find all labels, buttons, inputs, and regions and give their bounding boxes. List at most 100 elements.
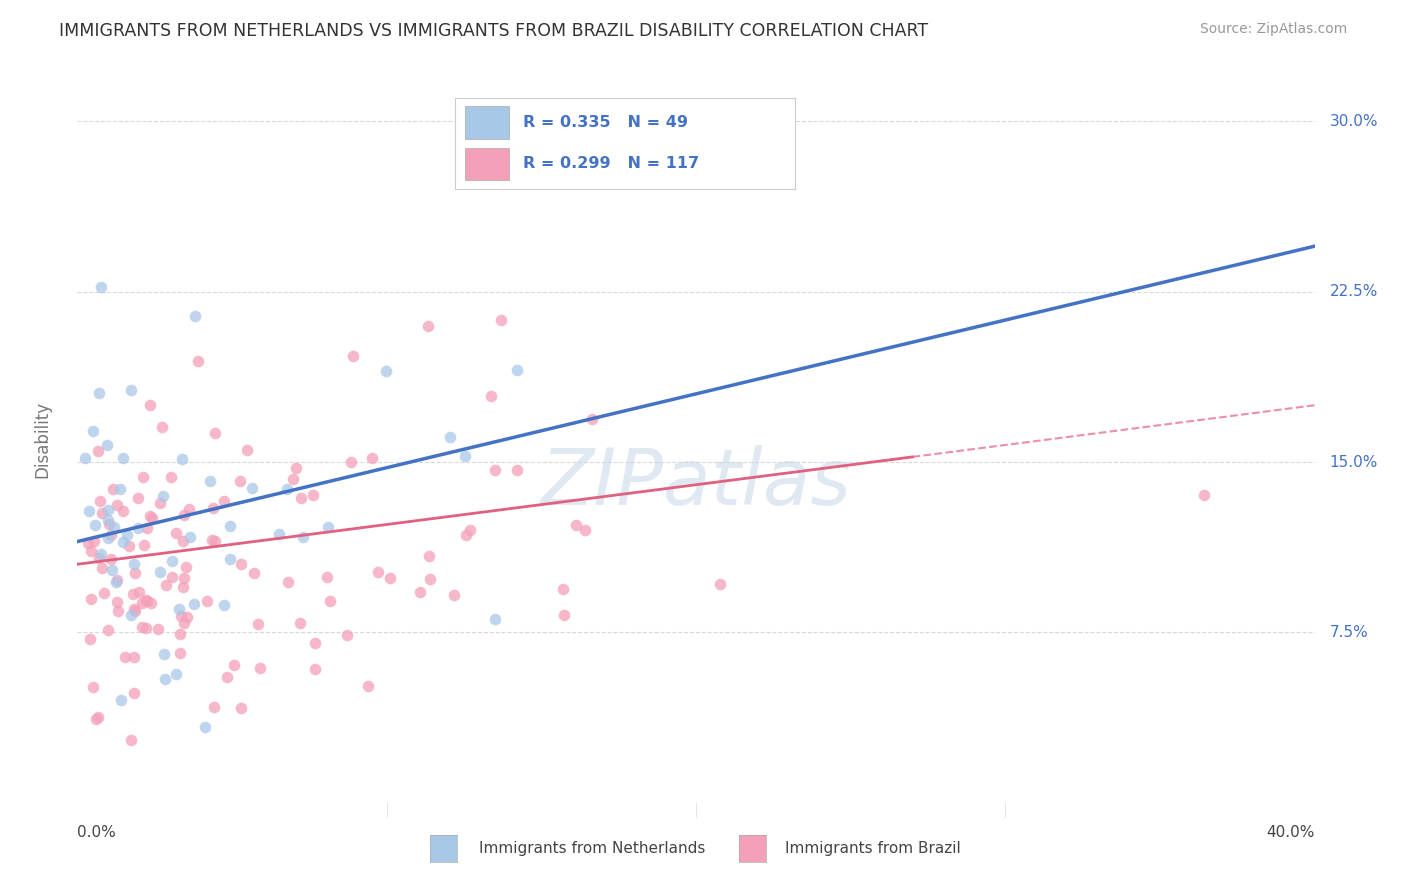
Point — [315, 570, 337, 584]
Point — [176, 609, 198, 624]
Point — [90, 506, 112, 520]
Point — [82, 424, 104, 438]
Point — [316, 520, 339, 534]
Point — [122, 601, 145, 615]
Point — [319, 593, 342, 607]
Text: 7.5%: 7.5% — [1330, 625, 1368, 640]
Point — [131, 596, 153, 610]
Point — [120, 383, 142, 397]
Point — [101, 563, 124, 577]
Point — [173, 616, 195, 631]
Point — [127, 491, 149, 505]
Point — [135, 593, 157, 607]
Text: 15.0%: 15.0% — [1330, 455, 1378, 469]
Point — [454, 449, 477, 463]
Point — [105, 498, 128, 512]
Point — [122, 557, 145, 571]
Point — [136, 521, 159, 535]
Point — [149, 565, 172, 579]
Text: Immigrants from Brazil: Immigrants from Brazil — [785, 841, 960, 856]
Text: 0.0%: 0.0% — [77, 824, 117, 839]
Point — [120, 608, 142, 623]
Point — [183, 598, 205, 612]
Point — [96, 437, 118, 451]
Point — [170, 452, 193, 467]
Point — [86, 710, 108, 724]
Point — [173, 508, 195, 523]
Point — [160, 554, 183, 568]
Text: ZIPatlas: ZIPatlas — [540, 445, 852, 521]
Point — [131, 470, 153, 484]
Point — [141, 511, 163, 525]
Point — [380, 571, 402, 585]
Point — [172, 580, 194, 594]
Point — [285, 461, 308, 475]
Point — [484, 611, 506, 625]
Point — [212, 598, 235, 612]
Point — [120, 732, 142, 747]
Point — [73, 450, 96, 465]
Point — [249, 661, 271, 675]
Point — [198, 474, 221, 488]
Point — [139, 398, 162, 412]
Point — [107, 595, 129, 609]
Point — [456, 528, 478, 542]
Point — [201, 533, 224, 548]
Point — [128, 585, 150, 599]
Point — [229, 557, 252, 571]
Point — [152, 647, 174, 661]
Point — [100, 528, 122, 542]
Point — [367, 565, 389, 579]
Point — [112, 450, 135, 465]
Point — [581, 412, 603, 426]
Point — [84, 713, 107, 727]
Point — [107, 604, 129, 618]
Point — [418, 549, 440, 563]
Point — [159, 470, 181, 484]
Point — [134, 538, 156, 552]
Point — [89, 494, 111, 508]
Point — [336, 628, 359, 642]
Point — [240, 481, 263, 495]
Point — [187, 354, 209, 368]
Point — [281, 472, 304, 486]
Point — [165, 667, 187, 681]
Point — [124, 604, 146, 618]
Point — [87, 385, 110, 400]
Point — [202, 699, 225, 714]
Point — [172, 534, 194, 549]
Point — [506, 363, 529, 377]
Point — [136, 594, 159, 608]
Point — [267, 526, 290, 541]
Text: Source: ZipAtlas.com: Source: ZipAtlas.com — [1199, 22, 1347, 37]
Point — [155, 673, 177, 687]
Point — [173, 571, 195, 585]
Point — [184, 309, 207, 323]
Point — [1192, 488, 1215, 502]
Point — [228, 474, 250, 488]
Point — [79, 632, 101, 646]
Point — [118, 539, 141, 553]
Point — [148, 622, 170, 636]
Point — [84, 517, 107, 532]
Point — [408, 584, 430, 599]
Point — [179, 530, 201, 544]
Point — [105, 573, 128, 587]
Text: Immigrants from Netherlands: Immigrants from Netherlands — [479, 841, 706, 856]
Point — [167, 602, 190, 616]
Text: 40.0%: 40.0% — [1267, 824, 1315, 839]
Point — [276, 482, 298, 496]
Point — [131, 620, 153, 634]
Point — [194, 720, 217, 734]
Point — [288, 616, 311, 631]
Point — [155, 578, 177, 592]
Point — [103, 482, 125, 496]
Point — [170, 608, 193, 623]
Point — [479, 389, 502, 403]
Point — [100, 552, 122, 566]
Point — [122, 587, 145, 601]
Point — [484, 463, 506, 477]
Point — [357, 678, 380, 692]
Point — [90, 279, 112, 293]
Point — [304, 636, 326, 650]
